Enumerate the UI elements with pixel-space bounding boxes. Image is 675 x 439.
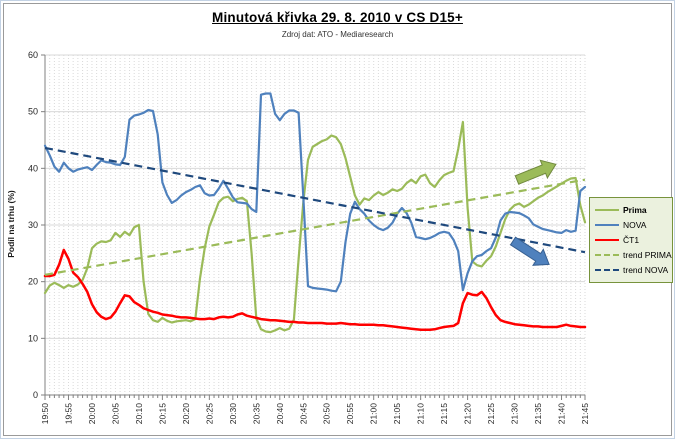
y-axis-ticks: 0 10 20 30 40 50 60 — [28, 50, 45, 400]
svg-text:21:30: 21:30 — [510, 403, 520, 425]
x-axis-ticks: 19:50 19:55 20:00 20:05 20:10 20:15 20:20 20:25… — [40, 395, 590, 424]
svg-text:20:05: 20:05 — [110, 403, 120, 425]
svg-text:21:40: 21:40 — [557, 403, 567, 425]
legend-item-prima: Prima — [595, 203, 669, 216]
series-line-čt1 — [43, 248, 587, 332]
legend-label: trend NOVA — [623, 265, 669, 276]
svg-text:21:25: 21:25 — [486, 403, 496, 425]
trend-line-trend-prima — [44, 178, 586, 276]
horizontal-gridlines — [45, 54, 585, 339]
chart-subtitle: Zdroj dat: ATO - Mediaresearch — [281, 30, 394, 39]
legend: Prima NOVA ČT1 trend PRIMA trend NOVA — [589, 197, 673, 283]
legend-item-trend-prima: trend PRIMA — [595, 249, 672, 262]
legend-item-čt1: ČT1 — [595, 233, 669, 246]
svg-text:0: 0 — [33, 390, 38, 400]
legend-label: NOVA — [623, 219, 647, 230]
series-line-prima — [43, 120, 587, 334]
svg-text:20:00: 20:00 — [87, 403, 97, 425]
svg-text:19:50: 19:50 — [40, 403, 50, 425]
svg-text:20:40: 20:40 — [275, 403, 285, 425]
svg-text:20:30: 20:30 — [228, 403, 238, 425]
svg-text:21:00: 21:00 — [369, 403, 379, 425]
svg-text:10: 10 — [28, 333, 38, 343]
svg-text:20:25: 20:25 — [204, 403, 214, 425]
legend-line-sample — [595, 238, 619, 241]
svg-text:60: 60 — [28, 50, 38, 60]
trend-line-trend-nova — [44, 146, 586, 254]
svg-text:21:05: 21:05 — [392, 403, 402, 425]
svg-text:40: 40 — [28, 163, 38, 173]
chart-title: Minutová křivka 29. 8. 2010 v CS D15+ — [212, 10, 463, 25]
legend-line-sample — [595, 208, 619, 211]
annotation-arrow-prima-trend-up — [514, 159, 557, 185]
legend-label: trend PRIMA — [623, 250, 672, 261]
series-line-nova — [43, 92, 587, 293]
svg-text:20:35: 20:35 — [251, 403, 261, 425]
svg-text:21:15: 21:15 — [439, 403, 449, 425]
svg-text:20:50: 20:50 — [322, 403, 332, 425]
legend-label: ČT1 — [623, 234, 640, 245]
legend-label: Prima — [623, 204, 647, 215]
legend-item-trend-nova: trend NOVA — [595, 264, 669, 277]
chart-frame — [3, 3, 672, 436]
legend-item-nova: NOVA — [595, 218, 669, 231]
svg-text:20:45: 20:45 — [298, 403, 308, 425]
svg-text:20:55: 20:55 — [345, 403, 355, 425]
svg-text:20:20: 20:20 — [181, 403, 191, 425]
svg-text:20:10: 20:10 — [134, 403, 144, 425]
legend-line-sample — [595, 254, 619, 257]
svg-text:21:45: 21:45 — [580, 403, 590, 425]
annotation-arrow-nova-trend-down — [509, 236, 550, 266]
legend-line-sample — [595, 223, 619, 226]
svg-text:21:20: 21:20 — [463, 403, 473, 425]
svg-text:20:15: 20:15 — [157, 403, 167, 425]
svg-text:50: 50 — [28, 107, 38, 117]
svg-text:21:35: 21:35 — [533, 403, 543, 425]
svg-text:21:10: 21:10 — [416, 403, 426, 425]
svg-text:19:55: 19:55 — [63, 403, 73, 425]
svg-text:20: 20 — [28, 277, 38, 287]
legend-line-sample — [595, 269, 619, 272]
svg-text:30: 30 — [28, 220, 38, 230]
